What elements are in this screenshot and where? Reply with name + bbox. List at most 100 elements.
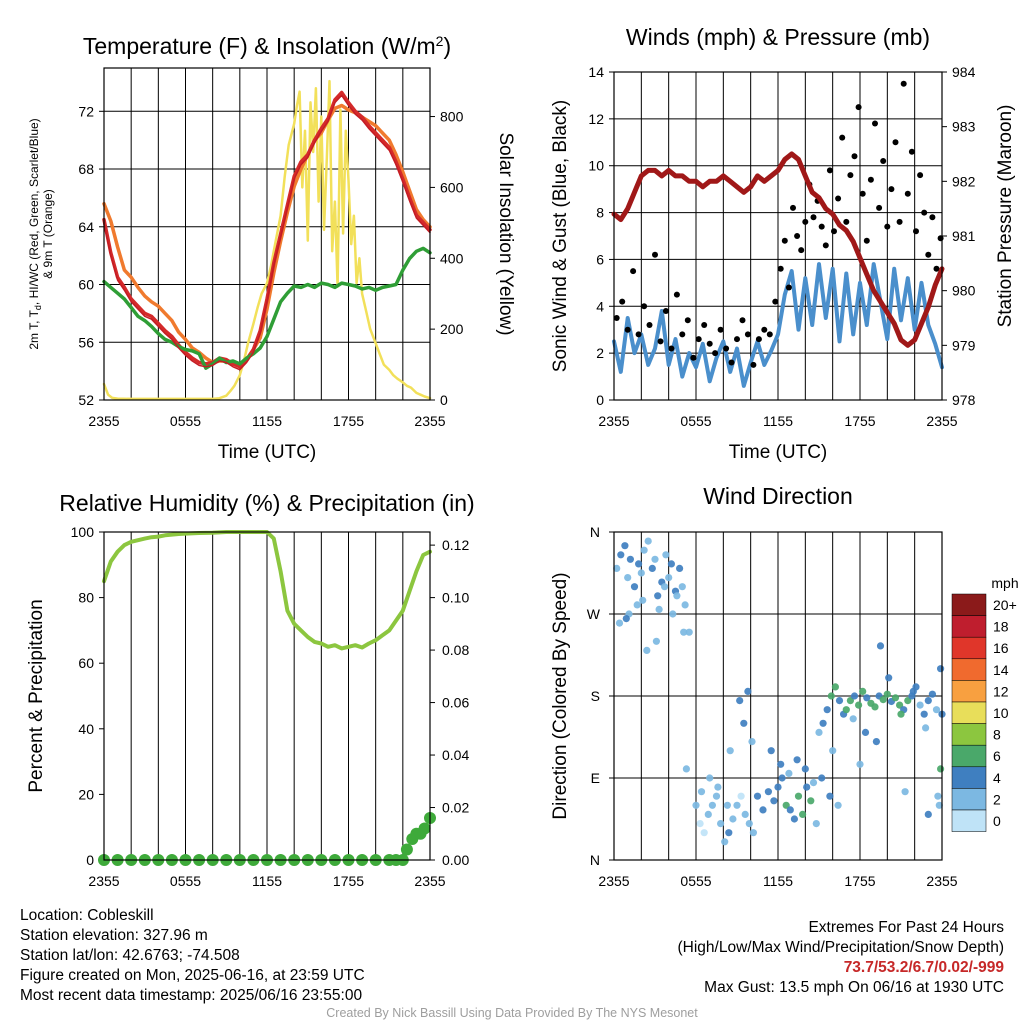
direction-point [829, 747, 837, 755]
direction-point [922, 724, 930, 732]
gust-point [750, 361, 757, 368]
direction-point [871, 703, 879, 711]
direction-point [764, 788, 773, 796]
gust-point [921, 209, 928, 216]
direction-point [654, 592, 662, 600]
gust-point [798, 247, 805, 254]
direction-point [652, 637, 661, 645]
y-tick-label: 68 [78, 161, 94, 177]
y-tick-label: 100 [71, 524, 95, 540]
direction-point [770, 797, 778, 805]
gust-point [851, 153, 858, 160]
legend-label: 0 [993, 813, 1001, 829]
gust-point [888, 186, 895, 193]
panel-title: Temperature (F) & Insolation (W/m2) [83, 33, 451, 59]
gust-point [717, 326, 724, 333]
gust-point [831, 228, 837, 235]
gust-point [781, 237, 788, 244]
gust-point [925, 251, 932, 258]
latlon-text: Station lat/lon: 42.6763; -74.508 [20, 947, 240, 964]
legend-swatch [951, 744, 987, 768]
y-right-tick-label: 0.04 [442, 747, 469, 763]
y-right-tick-label: 978 [952, 392, 976, 408]
y-tick-label: 12 [588, 111, 604, 127]
plot-border [103, 531, 431, 861]
gust-point [739, 317, 746, 324]
legend-label: 2 [993, 791, 1001, 807]
gust-point [619, 298, 626, 305]
direction-point [777, 760, 785, 768]
gust-point [777, 265, 784, 272]
gust-point [624, 326, 631, 333]
direction-point [748, 738, 756, 746]
panel-title: Winds (mph) & Pressure (mb) [626, 24, 930, 50]
extremes-values: 73.7/53.2/6.7/0.02/-999 [843, 959, 1004, 976]
legend-swatch [951, 593, 987, 616]
y-right-tick-label: 600 [440, 179, 464, 195]
x-tick-label: 2355 [926, 413, 957, 429]
gust-point [884, 223, 891, 230]
gust-point [847, 172, 854, 179]
direction-point [682, 765, 691, 773]
y-right-tick-label: 979 [952, 337, 976, 353]
y-tick-label: N [590, 852, 600, 868]
direction-point [661, 583, 669, 591]
gust-point [810, 214, 817, 221]
direction-point [648, 564, 656, 573]
x-tick-label: 1155 [252, 413, 282, 429]
hiwc-line [103, 94, 431, 371]
y-tick-label: 64 [78, 219, 94, 235]
gust-point [794, 233, 801, 239]
y-right-tick-label: 981 [952, 228, 976, 244]
legend-label: 14 [993, 662, 1009, 678]
y-tick-label: S [591, 688, 600, 704]
legend-label: 4 [993, 770, 1001, 786]
direction-point [842, 706, 850, 714]
gust-point [684, 317, 691, 324]
legend-label: 18 [993, 619, 1009, 635]
legend-label: 20+ [993, 597, 1017, 613]
gust-point [662, 308, 669, 314]
y-axis-title: Percent & Precipitation [26, 599, 47, 792]
x-tick-label: 2355 [598, 413, 629, 429]
humidity-precip-panel: Relative Humidity (%) & Precipitation (i… [26, 490, 475, 889]
gust-point [641, 303, 648, 310]
direction-point [723, 801, 732, 809]
direction-point [827, 692, 835, 700]
x-tick-label: 1155 [252, 873, 282, 889]
gust-point [880, 158, 887, 164]
direction-point [782, 801, 790, 809]
gust-point [766, 331, 773, 338]
direction-point [774, 783, 782, 791]
direction-point [803, 783, 811, 791]
y-tick-label: 52 [78, 392, 94, 408]
direction-point [714, 783, 722, 791]
gust-point [646, 322, 653, 328]
direction-point [863, 694, 871, 702]
direction-point [786, 806, 794, 814]
legend-label: 6 [993, 748, 1001, 764]
direction-point [934, 792, 942, 800]
direction-point [622, 615, 630, 623]
y-right-tick-label: 0.08 [442, 642, 469, 658]
x-axis-title: Time (UTC) [729, 442, 828, 463]
gust-point [904, 190, 911, 197]
plot-border [103, 67, 431, 401]
y-right-tick-label: 980 [952, 283, 976, 299]
y-tick-label: 60 [78, 277, 94, 293]
direction-point [635, 560, 643, 568]
x-tick-label: 0555 [170, 873, 201, 889]
direction-point [717, 820, 725, 828]
y-right-tick-label: 0.12 [442, 537, 469, 553]
sonic-wind-line [612, 262, 944, 388]
legend-swatch [951, 809, 987, 832]
y-tick-label: 14 [588, 64, 604, 80]
gust-point [900, 80, 907, 87]
direction-point [885, 674, 893, 682]
direction-point [676, 564, 684, 573]
y-tick-label: 40 [78, 721, 94, 737]
direction-point [819, 719, 827, 727]
direction-point [680, 628, 688, 636]
gust-point [867, 176, 874, 183]
gust-point [913, 228, 919, 235]
